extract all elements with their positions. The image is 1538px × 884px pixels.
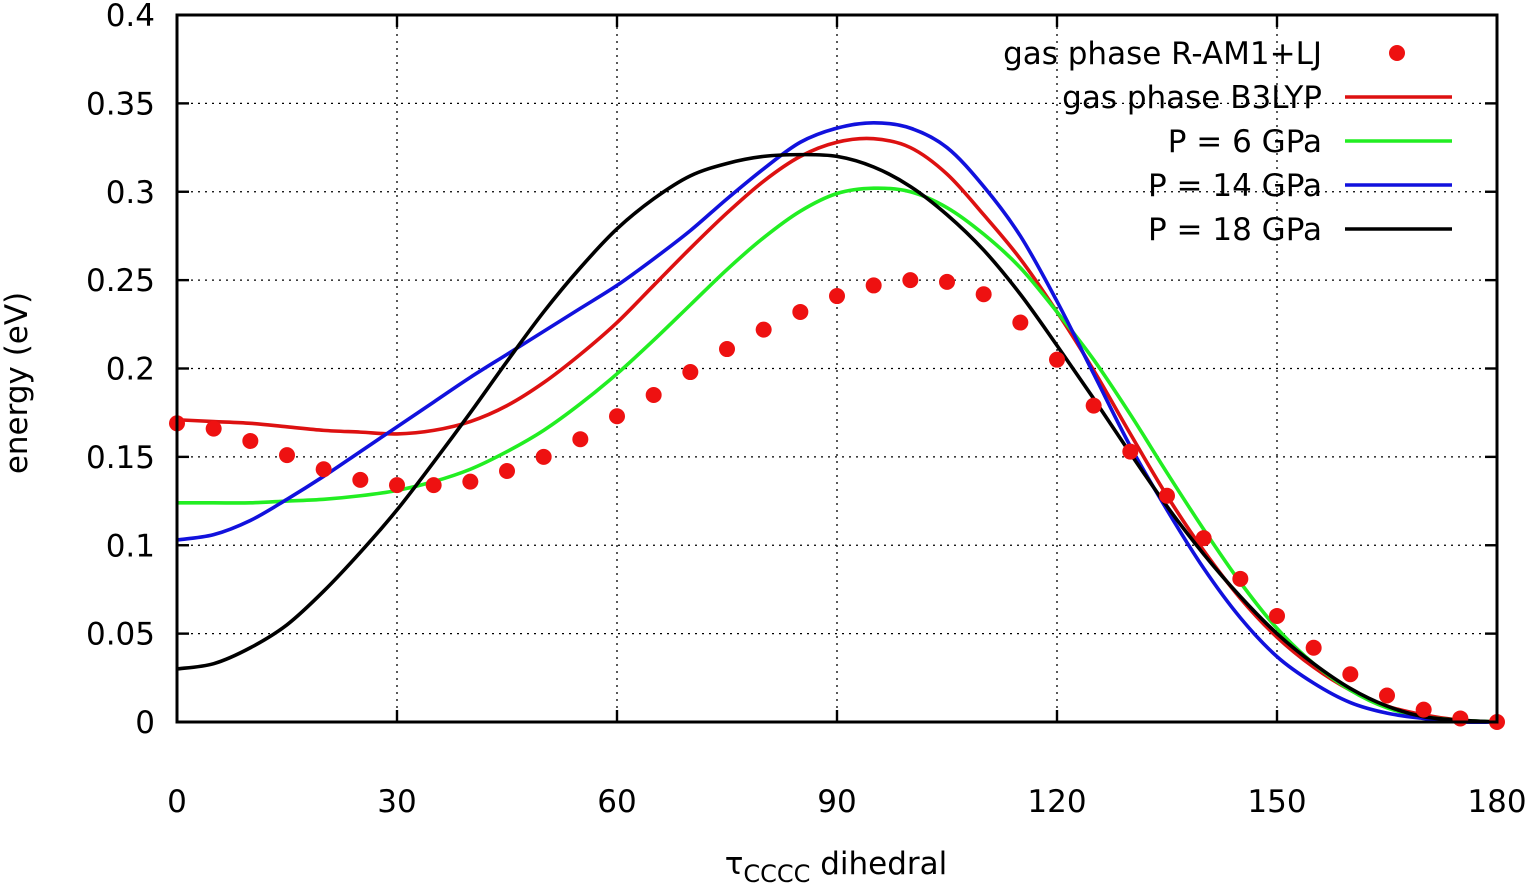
- x-tick-label: 180: [1467, 784, 1526, 820]
- series-line-p-14-gpa: [176, 121, 1498, 725]
- y-tick-label: 0.35: [86, 86, 155, 122]
- data-point: [682, 364, 699, 381]
- legend-swatch-point: [1389, 45, 1405, 61]
- data-point: [975, 286, 992, 303]
- legend-entry: P = 6 GPa: [1168, 124, 1452, 160]
- data-point: [719, 341, 735, 358]
- data-point: [1342, 666, 1359, 683]
- data-point: [1195, 530, 1212, 547]
- data-point: [1049, 351, 1065, 368]
- legend-entry: gas phase B3LYP: [1062, 80, 1452, 116]
- data-point: [315, 461, 332, 478]
- legend-entry: P = 18 GPa: [1148, 212, 1452, 248]
- legend-label: P = 6 GPa: [1168, 124, 1322, 160]
- data-point: [829, 288, 845, 305]
- data-point: [1305, 639, 1322, 656]
- data-point: [755, 321, 772, 338]
- y-tick-label: 0.1: [106, 528, 155, 564]
- data-point: [902, 272, 919, 289]
- y-tick-label: 0.3: [106, 175, 155, 211]
- data-point: [1012, 314, 1029, 331]
- x-tick-label: 60: [597, 784, 636, 820]
- legend-label: P = 14 GPa: [1148, 168, 1322, 204]
- legend-label: gas phase B3LYP: [1062, 80, 1322, 116]
- plot-frame: [175, 13, 1499, 724]
- y-tick-label: 0.15: [86, 440, 155, 476]
- data-point: [609, 408, 625, 425]
- data-point: [499, 463, 515, 480]
- y-tick-label: 0.05: [86, 617, 155, 653]
- y-tick-label: 0: [135, 705, 155, 741]
- y-axis-title: energy (eV): [0, 292, 35, 474]
- data-point: [389, 477, 405, 494]
- legend-entry: P = 14 GPa: [1148, 168, 1452, 204]
- data-point: [865, 277, 882, 294]
- data-point: [425, 477, 442, 494]
- legend: gas phase R-AM1+LJ gas phase B3LYP P = 6 G…: [1003, 36, 1452, 248]
- data-point: [462, 473, 479, 490]
- data-point: [205, 420, 222, 437]
- y-tick-label: 0.2: [106, 352, 155, 388]
- data-point: [1379, 687, 1395, 704]
- data-point: [645, 387, 662, 404]
- series-line-gas-phase-b3lyp: [176, 136, 1498, 724]
- data-point: [1452, 710, 1469, 727]
- x-tick-label: 120: [1027, 784, 1086, 820]
- plot-series: [169, 121, 1505, 730]
- data-point: [242, 432, 259, 449]
- data-point: [1415, 701, 1432, 718]
- legend-entry: gas phase R-AM1+LJ: [1003, 36, 1405, 72]
- x-tick-label: 150: [1247, 784, 1306, 820]
- grid-lines: [177, 15, 1497, 723]
- tick-labels: 0 30 60 90 120 150 180 0 0.05 0.1 0.15 0.2 0.25 0.3 0.…: [86, 0, 1527, 820]
- data-point: [1232, 570, 1249, 587]
- data-point: [1122, 443, 1139, 460]
- data-point: [939, 273, 955, 290]
- data-point: [572, 431, 589, 448]
- legend-label: P = 18 GPa: [1148, 212, 1322, 248]
- y-tick-label: 0.4: [106, 0, 155, 34]
- x-axis-title-subscript: CCCC: [743, 860, 810, 884]
- data-point: [792, 303, 809, 320]
- x-axis-title: τCCCC dihedral: [725, 846, 948, 884]
- data-point: [279, 447, 295, 464]
- x-tick-label: 0: [167, 784, 187, 820]
- y-tick-label: 0.25: [86, 263, 155, 299]
- legend-label: gas phase R-AM1+LJ: [1003, 36, 1322, 72]
- series-line-p-18-gpa: [176, 152, 1498, 724]
- data-point: [1159, 487, 1175, 504]
- x-tick-label: 90: [817, 784, 856, 820]
- data-point: [535, 448, 552, 465]
- x-tick-label: 30: [377, 784, 416, 820]
- data-point: [1085, 397, 1102, 414]
- data-point: [1269, 607, 1285, 624]
- data-point: [352, 471, 369, 488]
- x-axis-title-suffix: dihedral: [810, 846, 947, 882]
- x-axis-title-symbol: τ: [725, 846, 744, 882]
